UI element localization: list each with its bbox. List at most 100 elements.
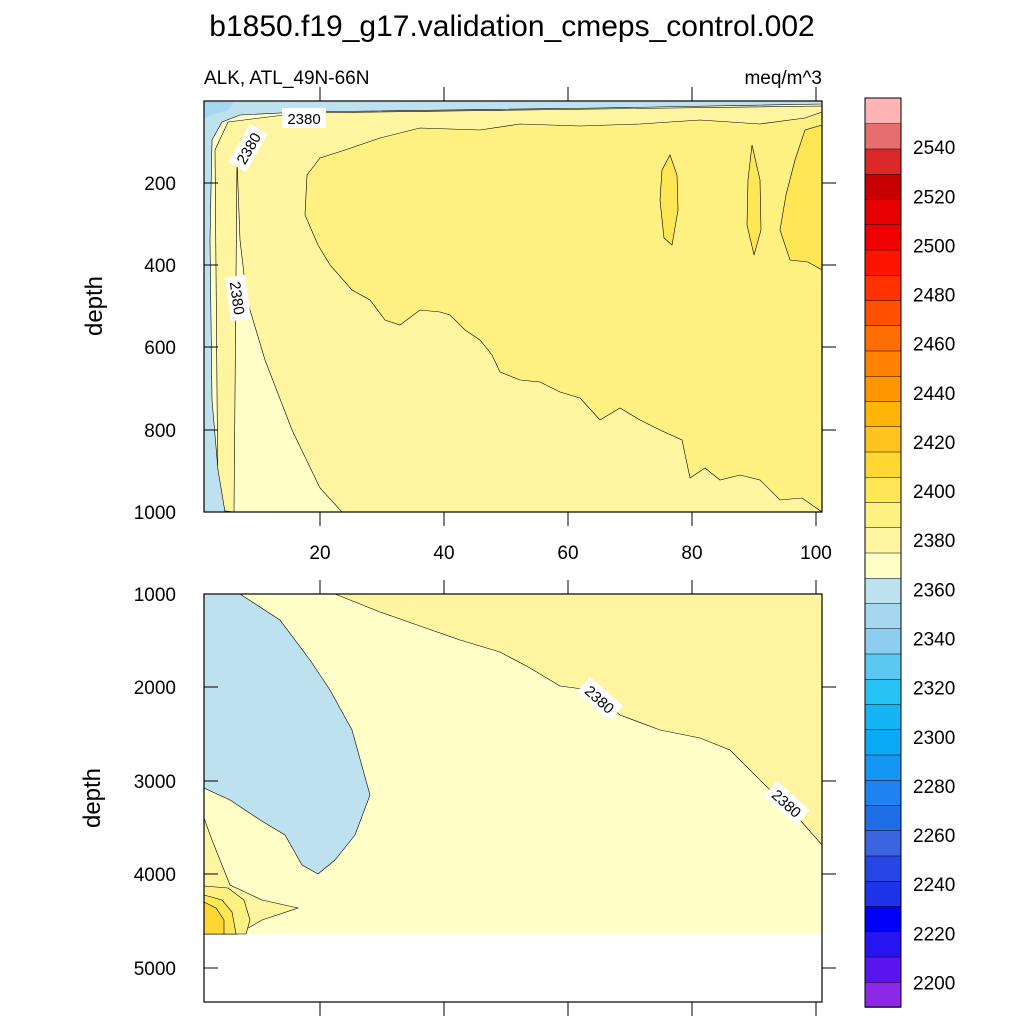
lower-contour-label-box-0 bbox=[576, 676, 624, 722]
colorbar-box bbox=[864, 729, 902, 756]
colorbar-box bbox=[864, 981, 902, 1008]
colorbar-label: 2340 bbox=[913, 629, 955, 650]
colorbar-box bbox=[864, 602, 902, 629]
colorbar-label: 2380 bbox=[913, 531, 955, 552]
lower-y-label-3000: 3000 bbox=[134, 772, 176, 793]
upper-y-label-400: 400 bbox=[144, 256, 176, 277]
colorbar-label: 2260 bbox=[913, 826, 955, 847]
colorbar-label: 2420 bbox=[913, 433, 955, 454]
left-subtitle: ALK, ATL_49N-66N bbox=[204, 68, 369, 89]
colorbar-box bbox=[864, 527, 902, 554]
colorbar-box bbox=[864, 905, 902, 932]
colorbar-box bbox=[864, 855, 902, 882]
colorbar-box bbox=[864, 703, 902, 730]
colorbar-box bbox=[864, 148, 902, 175]
x-label-40: 40 bbox=[433, 543, 454, 564]
lower-frame bbox=[203, 593, 823, 1003]
upper-y-label-600: 600 bbox=[144, 338, 176, 359]
colorbar-label: 2220 bbox=[913, 924, 955, 945]
colorbar-box bbox=[864, 956, 902, 983]
colorbar-box bbox=[864, 880, 902, 907]
colorbar-box bbox=[864, 476, 902, 503]
colorbar-box bbox=[864, 804, 902, 831]
colorbar-box bbox=[864, 350, 902, 377]
colorbar-label: 2480 bbox=[913, 286, 955, 307]
upper-band-2360 bbox=[203, 100, 823, 513]
upper-contour-label-2: 2380 bbox=[226, 281, 247, 316]
colorbar-box bbox=[864, 375, 902, 402]
colorbar-box bbox=[864, 224, 902, 251]
x-label-80: 80 bbox=[681, 543, 702, 564]
colorbar-label: 2240 bbox=[913, 875, 955, 896]
colorbar-box bbox=[864, 577, 902, 604]
lower-band-2360 bbox=[203, 593, 371, 875]
colorbar-box bbox=[864, 501, 902, 528]
lower-panel: 2380 2380 1000 2000 3000 4000 5000 depth bbox=[79, 580, 836, 1016]
upper-patch-2400-b bbox=[746, 144, 762, 256]
upper-x-axis: 20 40 60 80 100 bbox=[309, 87, 832, 564]
upper-panel: 2380 2380 2380 200 400 600 800 1000 dept… bbox=[81, 87, 836, 564]
colorbar-label: 2460 bbox=[913, 335, 955, 356]
colorbar-box bbox=[864, 325, 902, 352]
upper-contour-label-box-2 bbox=[225, 274, 251, 322]
upper-contour-label-box-1 bbox=[228, 123, 268, 173]
colorbar-box bbox=[864, 426, 902, 453]
upper-y-label-1000: 1000 bbox=[134, 503, 176, 524]
upper-frame bbox=[203, 100, 823, 513]
colorbar-label: 2360 bbox=[913, 580, 955, 601]
colorbar-box bbox=[864, 653, 902, 680]
colorbar-label: 2500 bbox=[913, 236, 955, 257]
colorbar-box bbox=[864, 754, 902, 781]
lower-x-axis bbox=[319, 580, 817, 1016]
colorbar-box bbox=[864, 628, 902, 655]
colorbar-box bbox=[864, 830, 902, 857]
upper-patch-2400-c bbox=[779, 124, 823, 271]
upper-y-label-200: 200 bbox=[144, 174, 176, 195]
upper-y-label-800: 800 bbox=[144, 421, 176, 442]
colorbar-box bbox=[864, 552, 902, 579]
lower-contour-label-box-1 bbox=[763, 780, 811, 826]
colorbar-box bbox=[864, 400, 902, 427]
colorbar-labels: 2540 2520 2500 2480 2460 2440 2420 2400 2380 2360… bbox=[913, 138, 955, 994]
colorbar-box bbox=[864, 678, 902, 705]
colorbar-box bbox=[864, 198, 902, 225]
lower-y-label-1000: 1000 bbox=[134, 585, 176, 606]
colorbar-label: 2300 bbox=[913, 728, 955, 749]
lower-y-axis-label: depth bbox=[79, 768, 106, 828]
colorbar-label: 2320 bbox=[913, 679, 955, 700]
colorbar-label: 2280 bbox=[913, 777, 955, 798]
colorbar-label: 2440 bbox=[913, 384, 955, 405]
upper-band-2350 bbox=[204, 101, 235, 118]
colorbar-label: 2540 bbox=[913, 138, 955, 159]
colorbar-box bbox=[864, 931, 902, 958]
lower-y-label-5000: 5000 bbox=[134, 959, 176, 980]
upper-contour-label-0: 2380 bbox=[287, 111, 320, 128]
upper-contour-label-box-0 bbox=[282, 108, 326, 128]
colorbar-box bbox=[864, 123, 902, 150]
chart-title: b1850.f19_g17.validation_cmeps_control.0… bbox=[209, 10, 814, 43]
x-label-100: 100 bbox=[800, 543, 832, 564]
colorbar-box bbox=[864, 299, 902, 326]
upper-band-2390 bbox=[304, 111, 823, 513]
colorbar-box bbox=[864, 451, 902, 478]
colorbar bbox=[864, 97, 902, 1008]
colorbar-box bbox=[864, 97, 902, 124]
lower-y-label-4000: 4000 bbox=[134, 865, 176, 886]
lower-y-axis: 1000 2000 3000 4000 5000 bbox=[134, 585, 836, 980]
upper-patch-2400-a bbox=[659, 154, 679, 246]
colorbar-label: 2400 bbox=[913, 482, 955, 503]
colorbar-box bbox=[864, 779, 902, 806]
right-subtitle: meq/m^3 bbox=[744, 68, 822, 89]
colorbar-frame bbox=[864, 97, 902, 1008]
colorbar-label: 2520 bbox=[913, 187, 955, 208]
upper-y-axis-label: depth bbox=[81, 276, 108, 336]
x-label-20: 20 bbox=[309, 543, 330, 564]
colorbar-box bbox=[864, 173, 902, 200]
colorbar-label: 2200 bbox=[913, 973, 955, 994]
x-label-60: 60 bbox=[557, 543, 578, 564]
colorbar-box bbox=[864, 274, 902, 301]
colorbar-box bbox=[864, 249, 902, 276]
lower-y-label-2000: 2000 bbox=[134, 678, 176, 699]
upper-y-axis: 200 400 600 800 1000 bbox=[134, 174, 836, 524]
